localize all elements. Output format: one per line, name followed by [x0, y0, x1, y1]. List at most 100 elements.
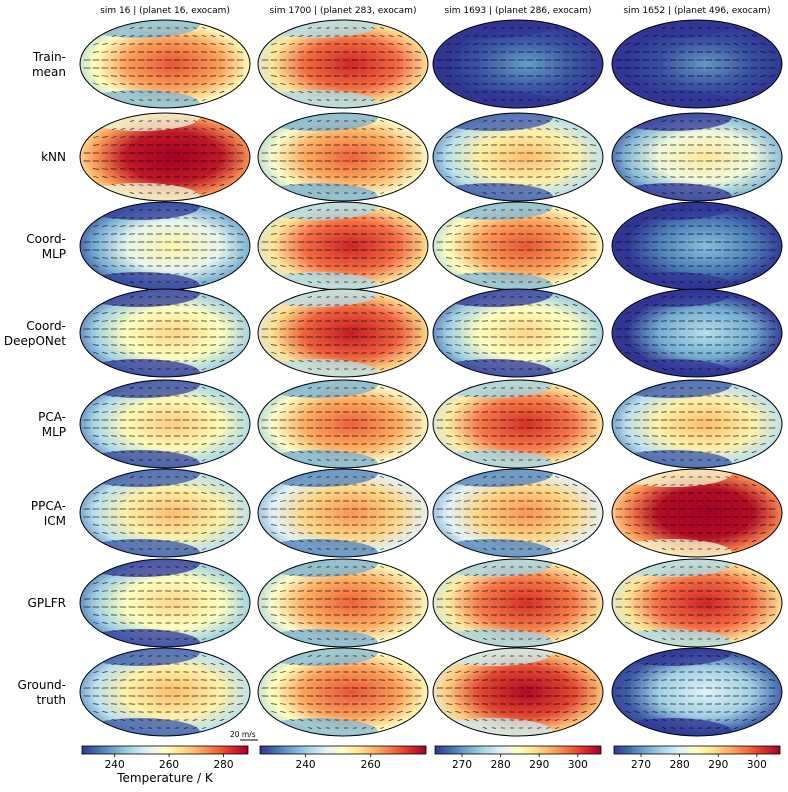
wind-arrow: [563, 711, 569, 713]
wind-arrow: [455, 443, 461, 445]
wind-arrow: [634, 532, 640, 534]
wind-arrow: [464, 312, 470, 314]
wind-arrow: [415, 411, 421, 413]
wind-arrow: [643, 352, 649, 354]
wind-arrow: [93, 144, 99, 146]
wind-arrow: [129, 630, 135, 632]
wind-arrow: [298, 711, 304, 713]
map-panel: [79, 112, 251, 202]
wind-arrow: [308, 566, 312, 568]
wind-arrow: [129, 304, 135, 306]
wind-arrow: [572, 312, 578, 314]
wind-arrow: [317, 459, 321, 461]
wind-arrow: [537, 120, 541, 122]
wind-arrow: [93, 582, 99, 584]
wind-arrow: [724, 360, 730, 362]
wind-arrow: [219, 35, 225, 37]
wind-arrow: [379, 395, 385, 397]
wind-arrow: [102, 83, 108, 85]
wind-arrow: [725, 387, 729, 389]
wind-arrow: [289, 304, 295, 306]
wind-arrow: [742, 312, 748, 314]
wind-arrow: [554, 492, 560, 494]
colorbar-tick-label: 280: [670, 759, 690, 771]
wind-arrow: [371, 727, 375, 729]
wind-arrow: [228, 265, 234, 267]
wind-arrow: [734, 638, 738, 640]
wind-arrow: [769, 411, 775, 413]
wind-arrow: [139, 727, 143, 729]
map-panel: [611, 647, 783, 737]
wind-arrow: [662, 655, 666, 657]
wind-arrow: [210, 484, 216, 486]
row-label: GPLFR: [28, 596, 66, 610]
wind-arrow: [93, 614, 99, 616]
map-outline: [257, 19, 429, 109]
colorbar-tick-label: 280: [213, 759, 233, 771]
column-title: sim 1700 | (planet 283, exocam): [270, 6, 417, 16]
wind-arrow: [102, 411, 108, 413]
wind-arrow: [298, 451, 304, 453]
wind-arrow: [397, 574, 403, 576]
map-panel: [432, 379, 604, 469]
wind-arrow: [563, 136, 569, 138]
wind-arrow: [473, 582, 479, 584]
wind-arrow: [581, 411, 587, 413]
wind-arrow: [362, 209, 366, 211]
colorbar-tick-label: 260: [159, 759, 179, 771]
wind-arrow: [455, 492, 461, 494]
wind-arrow: [139, 459, 143, 461]
temperature-field: [433, 289, 603, 377]
wind-arrow: [201, 265, 207, 267]
wind-arrow: [751, 312, 757, 314]
wind-arrow: [111, 395, 117, 397]
wind-arrow: [202, 727, 206, 729]
wind-arrow: [563, 492, 569, 494]
polar-band: [258, 380, 378, 398]
wind-arrow: [193, 99, 197, 101]
wind-arrow: [625, 233, 631, 235]
wind-arrow: [492, 296, 496, 298]
wind-arrow: [725, 27, 729, 29]
wind-arrow: [93, 532, 99, 534]
wind-arrow: [406, 312, 412, 314]
wind-arrow: [202, 120, 206, 122]
wind-arrow: [554, 225, 560, 227]
wind-arrow: [671, 296, 675, 298]
wind-arrow: [742, 719, 748, 721]
wind-arrow: [289, 622, 295, 624]
wind-arrow: [271, 492, 277, 494]
wind-arrow: [228, 703, 234, 705]
wind-arrow: [554, 136, 560, 138]
wind-arrow: [298, 540, 304, 542]
wind-arrow: [298, 217, 304, 219]
wind-arrow: [370, 484, 376, 486]
wind-arrow: [219, 217, 225, 219]
wind-arrow: [446, 532, 452, 534]
wind-arrow: [280, 168, 286, 170]
wind-arrow: [380, 192, 384, 194]
wind-arrow: [563, 484, 569, 486]
wind-arrow: [210, 395, 216, 397]
wind-arrow: [93, 176, 99, 178]
wind-arrow: [129, 451, 135, 453]
wind-arrow: [661, 574, 667, 576]
wind-arrow: [201, 484, 207, 486]
wind-arrow: [446, 703, 452, 705]
polar-band: [612, 20, 732, 38]
wind-arrow: [228, 233, 234, 235]
wind-arrow: [93, 136, 99, 138]
polar-band: [612, 629, 732, 647]
wind-arrow: [93, 312, 99, 314]
wind-arrow: [555, 192, 559, 194]
wind-arrow: [742, 176, 748, 178]
temperature-field: [80, 202, 250, 290]
wind-arrow: [184, 192, 188, 194]
map-panel: [79, 201, 251, 291]
wind-arrow: [652, 128, 658, 130]
column-title: sim 1652 | (planet 496, exocam): [624, 6, 771, 16]
wind-arrow: [202, 209, 206, 211]
wind-arrow: [473, 312, 479, 314]
wind-arrow: [661, 663, 667, 665]
map-panel: [611, 288, 783, 378]
